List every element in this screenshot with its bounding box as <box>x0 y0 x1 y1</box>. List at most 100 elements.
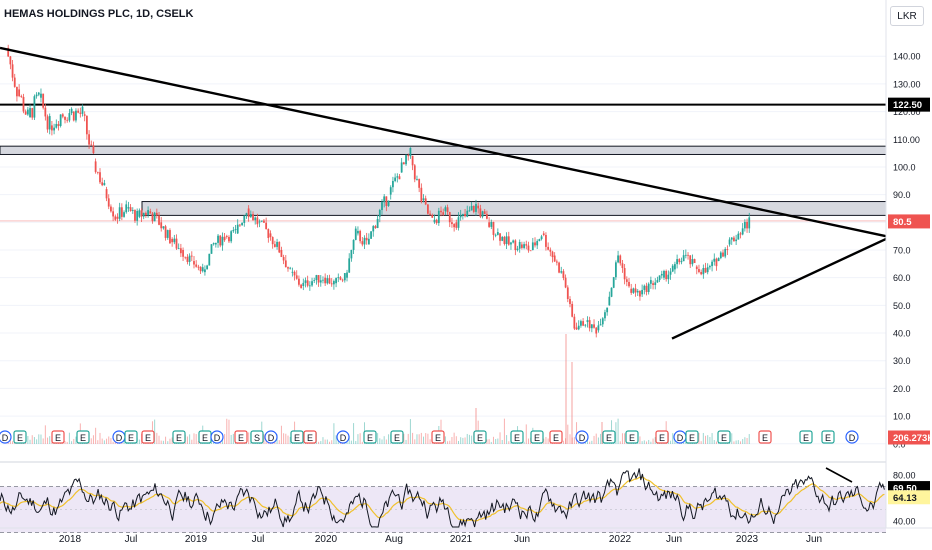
candle-body <box>46 116 49 130</box>
candle-body <box>378 210 381 217</box>
candle-body <box>394 177 397 181</box>
candle-body <box>477 205 480 209</box>
candle-body <box>739 233 742 235</box>
candle-body <box>569 298 571 304</box>
candle-body <box>81 106 84 114</box>
candle-body <box>728 239 731 245</box>
earnings-marker: E <box>390 430 404 444</box>
candle-body <box>658 275 661 281</box>
time-tick-label: 2023 <box>736 534 759 545</box>
candle-body <box>680 261 683 263</box>
earnings-marker: E <box>510 430 524 444</box>
candle-body <box>446 207 449 213</box>
candle-body <box>571 303 574 317</box>
candle-body <box>698 269 700 272</box>
candle-body <box>724 249 727 257</box>
candle-body <box>171 238 174 243</box>
candle-body <box>558 262 560 273</box>
time-tick-label: Jun <box>806 534 822 545</box>
candle-body <box>575 327 578 330</box>
earnings-marker: E <box>234 430 248 444</box>
candle-body <box>529 250 532 252</box>
candle-body <box>103 183 106 186</box>
candle-body <box>407 155 410 157</box>
candle-body <box>9 56 12 65</box>
event-letter: E <box>534 433 540 443</box>
candle-body <box>166 230 169 238</box>
event-letter: E <box>307 433 313 443</box>
price-tick-label: 10.0 <box>893 412 911 422</box>
level-price-tag: 122.50 <box>888 97 930 112</box>
candle-body <box>123 212 125 217</box>
candle-body <box>402 162 405 165</box>
candle-body <box>691 259 694 265</box>
event-letter: D <box>340 433 347 443</box>
candle-body <box>719 252 722 259</box>
event-letter: E <box>17 433 23 443</box>
event-letter: D <box>849 433 856 443</box>
earnings-marker: E <box>363 430 377 444</box>
candle-body <box>440 210 442 213</box>
currency-button[interactable]: LKR <box>890 6 924 26</box>
earnings-marker: E <box>303 430 317 444</box>
candle-body <box>225 236 228 237</box>
candle-body <box>107 198 110 207</box>
candle-body <box>221 236 224 246</box>
candle-body <box>717 258 720 262</box>
candle-body <box>348 258 351 273</box>
candle-body <box>534 242 536 246</box>
earnings-marker: E <box>141 430 155 444</box>
candle-body <box>601 318 604 325</box>
event-letter: E <box>145 433 151 443</box>
volume-bars <box>7 334 750 444</box>
candle-body <box>693 259 696 264</box>
candle-body <box>630 288 633 293</box>
earnings-marker: E <box>549 430 563 444</box>
earnings-marker: E <box>431 430 445 444</box>
candle-body <box>547 246 550 250</box>
candle-body <box>689 255 692 265</box>
candle-body <box>234 229 237 230</box>
candle-body <box>715 258 718 267</box>
candle-body <box>746 221 748 229</box>
candle-body <box>302 282 305 286</box>
symbol-title: HEMAS HOLDINGS PLC, 1D, CSELK <box>4 8 194 20</box>
dividend-marker: D <box>336 430 350 444</box>
time-tick-label: 2019 <box>185 534 208 545</box>
candle-body <box>118 207 121 219</box>
candle-body <box>116 216 119 219</box>
price-tick-label: 110.00 <box>893 135 920 145</box>
candle-body <box>114 216 117 220</box>
candle-body <box>448 212 451 223</box>
candle-body <box>466 210 469 217</box>
candle-body <box>298 278 300 285</box>
candle-body <box>68 113 71 121</box>
candle-body <box>669 271 672 275</box>
candle-body <box>426 204 429 214</box>
candle-body <box>61 114 64 117</box>
candle-body <box>29 108 31 118</box>
candle-body <box>564 277 567 288</box>
candle-body <box>149 211 152 214</box>
candle-body <box>538 239 541 242</box>
candle-body <box>35 94 38 97</box>
earnings-marker: E <box>51 430 65 444</box>
candle-body <box>514 240 517 251</box>
candle-body <box>147 210 149 215</box>
candle-body <box>560 271 563 273</box>
grid <box>0 55 886 445</box>
candle-body <box>472 205 475 212</box>
candle-body <box>645 285 648 293</box>
candle-body <box>555 261 558 263</box>
candle-body <box>634 288 637 293</box>
event-letter: S <box>254 433 260 443</box>
candle-body <box>481 211 484 217</box>
earnings-marker: E <box>13 430 27 444</box>
candle-body <box>151 213 154 222</box>
candle-body <box>217 235 219 243</box>
candle-body <box>179 248 182 254</box>
candle-body <box>663 271 665 278</box>
event-letter: D <box>116 433 123 443</box>
event-letter: E <box>435 433 441 443</box>
